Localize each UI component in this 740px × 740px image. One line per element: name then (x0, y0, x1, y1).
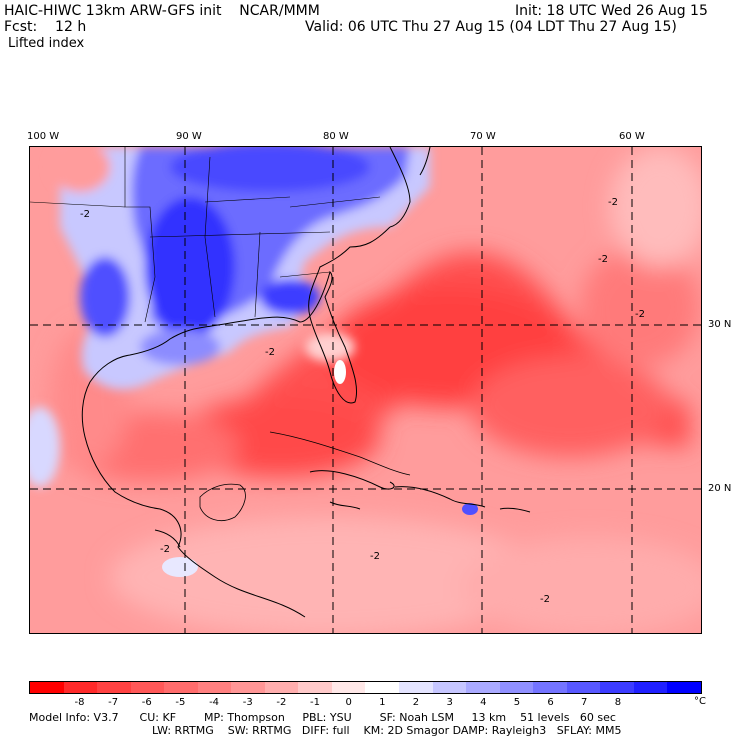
contour-label: -2 (370, 551, 380, 562)
lon-label-70w: 70 W (470, 131, 496, 142)
colorbar-swatch (231, 682, 265, 693)
colorbar-tick-label: 6 (547, 697, 554, 708)
contour-label: -2 (160, 544, 170, 555)
colorbar-tick-label: -2 (276, 697, 287, 708)
field-name: Lifted index (8, 36, 85, 51)
colorbar-tick-label: 1 (379, 697, 386, 708)
colorbar-swatch (466, 682, 500, 693)
colorbar (29, 681, 702, 694)
colorbar-swatch (30, 682, 64, 693)
colorbar-tick-label: -7 (108, 697, 119, 708)
footer-physics-info: LW: RRTMG SW: RRTMG DIFF: full KM: 2D Sm… (152, 724, 622, 737)
colorbar-swatch (533, 682, 567, 693)
field-shading (50, 147, 701, 633)
colorbar-tick-label: -6 (141, 697, 152, 708)
colorbar-swatch (633, 682, 668, 693)
colorbar-swatch (97, 682, 131, 693)
lifted-index-map: -2 -2 -2 -2 -2 -2 -2 -2 (29, 146, 702, 634)
colorbar-swatch (197, 682, 232, 693)
colorbar-swatch (298, 682, 332, 693)
footer-model-info: Model Info: V3.7 CU: KF MP: Thompson PBL… (29, 711, 616, 724)
state-borders (30, 147, 381, 323)
colorbar-tick-label: -4 (209, 697, 220, 708)
colorbar-swatch (264, 682, 299, 693)
colorbar-swatch (667, 682, 701, 693)
colorbar-tick-label: 5 (513, 697, 521, 708)
title-left: HAIC-HIWC 13km ARW-GFS init NCAR/MMM (4, 3, 320, 19)
init-time: Init: 18 UTC Wed 26 Aug 15 (515, 3, 708, 19)
lon-label-60w: 60 W (619, 131, 645, 142)
colorbar-tick-label: 0 (345, 697, 352, 708)
contour-label: -2 (635, 309, 645, 320)
colorbar-tick-label: 4 (480, 697, 487, 708)
contour-label: -2 (265, 347, 275, 358)
forecast-hour: Fcst: 12 h (4, 19, 87, 35)
contour-label: -2 (598, 254, 608, 265)
colorbar-swatch (600, 682, 634, 693)
contour-label: -2 (540, 594, 550, 605)
land-outlines (199, 431, 411, 521)
contour-label: -2 (80, 209, 90, 220)
colorbar-swatch (399, 682, 433, 693)
lon-label-80w: 80 W (323, 131, 349, 142)
colorbar-swatch (365, 682, 400, 693)
stable-region-blue (30, 147, 430, 487)
colorbar-tick-label: 7 (581, 697, 588, 708)
colorbar-swatch (164, 682, 198, 693)
contour-labels: -2 -2 -2 -2 -2 -2 -2 -2 (80, 197, 645, 605)
contour-label: -2 (608, 197, 618, 208)
colorbar-swatch (130, 682, 165, 693)
light-spot-central-america (162, 557, 198, 577)
colorbar-tick-label: -1 (310, 697, 320, 708)
colorbar-swatch (566, 682, 601, 693)
colorbar-tick-label: 2 (412, 697, 420, 708)
colorbar-tick-label: -8 (74, 697, 85, 708)
colorbar-tick-label: -5 (175, 697, 186, 708)
lat-lon-grid (30, 147, 701, 633)
valid-time: Valid: 06 UTC Thu 27 Aug 15 (04 LDT Thu … (305, 19, 677, 35)
colorbar-swatch (432, 682, 467, 693)
lat-label-20n: 20 N (708, 483, 732, 494)
lat-label-30n: 30 N (708, 319, 732, 330)
colorbar-tick-label: -3 (242, 697, 253, 708)
blue-spot-hispaniola (462, 503, 478, 515)
map-canvas: -2 -2 -2 -2 -2 -2 -2 -2 (30, 147, 701, 633)
colorbar-unit: °C (694, 696, 706, 707)
colorbar-swatch (331, 682, 366, 693)
white-spot-florida (334, 360, 346, 384)
colorbar-swatch (63, 682, 98, 693)
lon-label-90w: 90 W (176, 131, 202, 142)
colorbar-swatch (499, 682, 534, 693)
colorbar-tick-label: 8 (614, 697, 622, 708)
colorbar-tick-label: 3 (446, 697, 453, 708)
lon-label-100w: 100 W (27, 131, 60, 142)
